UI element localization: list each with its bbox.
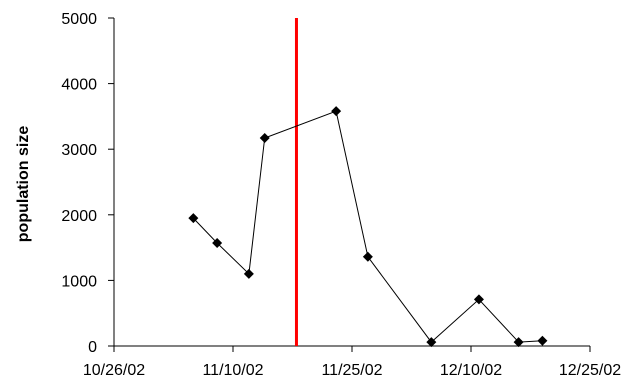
data-point bbox=[212, 238, 223, 249]
series-line bbox=[192, 110, 543, 343]
data-point bbox=[259, 133, 270, 144]
y-tick-label: 5000 bbox=[61, 11, 97, 28]
x-ticks: 10/26/02 11/10/02 11/25/02 12/10/02 12/25/02 bbox=[83, 346, 621, 379]
y-tick-label: 4000 bbox=[61, 77, 97, 94]
x-tick-label: 10/26/02 bbox=[83, 362, 145, 379]
y-tick-label: 1000 bbox=[61, 273, 97, 290]
data-point bbox=[188, 213, 199, 224]
x-axis: 10/26/02 11/10/02 11/25/02 12/10/02 12/25/02 bbox=[83, 345, 621, 379]
x-tick-label: 11/10/02 bbox=[202, 362, 263, 379]
y-axis-title: population size bbox=[15, 126, 32, 243]
data-point bbox=[537, 335, 548, 346]
data-point bbox=[473, 294, 484, 305]
data-series bbox=[188, 106, 548, 348]
data-point bbox=[426, 337, 437, 348]
x-tick-label: 12/25/02 bbox=[559, 362, 621, 379]
data-point bbox=[331, 106, 342, 117]
y-tick-label: 0 bbox=[88, 339, 97, 356]
x-tick-label: 11/25/02 bbox=[321, 362, 382, 379]
data-point bbox=[362, 251, 373, 262]
y-tick-label: 2000 bbox=[61, 208, 97, 225]
y-tick-label: 3000 bbox=[61, 142, 97, 159]
data-point bbox=[513, 337, 524, 348]
y-axis: 0 1000 2000 3000 4000 5000 bbox=[61, 11, 115, 356]
y-ticks: 0 1000 2000 3000 4000 5000 bbox=[61, 11, 114, 356]
x-tick-label: 12/10/02 bbox=[440, 362, 502, 379]
data-point bbox=[243, 268, 254, 279]
